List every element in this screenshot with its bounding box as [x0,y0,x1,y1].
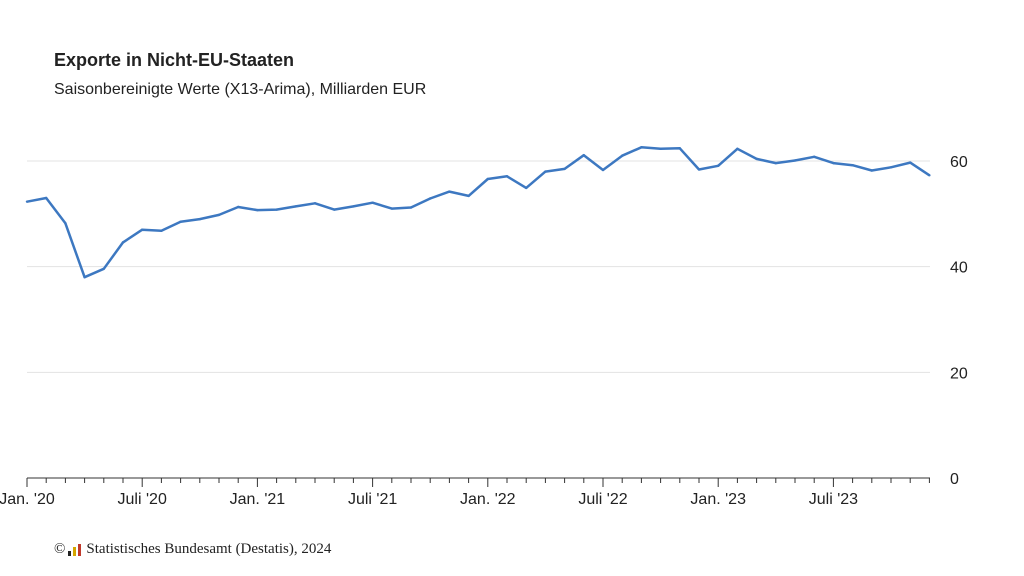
data-point [889,166,893,169]
copyright-symbol: © [54,541,66,557]
data-point [659,147,662,151]
y-axis-ticks: 0 20 40 60 [950,154,968,488]
y-tick-label: 40 [950,260,968,277]
series-line [26,146,931,279]
chart-title: Exporte in Nicht-EU-Staaten [54,50,295,70]
data-point [832,161,835,165]
y-tick-label: 20 [950,365,968,382]
grid-lines [27,160,930,373]
y-tick-label: 0 [950,471,959,488]
data-point [237,205,240,209]
x-tick-label: Juli '22 [578,491,627,508]
data-point [928,174,931,177]
data-point [736,147,739,151]
data-point [544,170,547,173]
data-point [851,164,854,167]
data-point [352,205,355,208]
data-point [525,186,528,190]
data-point [256,208,259,212]
data-point [313,202,317,205]
data-point [371,201,374,204]
data-point [409,206,413,209]
x-tick-label: Jan. '22 [460,491,516,508]
data-point [333,208,336,211]
data-point [275,208,278,211]
data-point [640,146,643,149]
data-point [294,205,297,208]
data-point [755,157,758,161]
data-point [467,194,470,198]
data-point [448,190,451,193]
x-tick-label: Jan. '20 [0,491,55,508]
x-tick-label: Jan. '23 [690,491,746,508]
data-point [793,159,797,162]
data-point [217,213,221,217]
data-point [429,197,432,200]
data-point [64,222,67,225]
data-point [102,267,106,270]
data-point [697,168,701,171]
data-point [678,147,681,150]
data-point [141,228,144,231]
data-point [717,164,720,167]
y-tick-label: 60 [950,154,968,171]
series-group [25,146,931,279]
destatis-logo-icon [68,543,82,556]
chart-subtitle: Saisonbereinigte Werte (X13-Arima), Mill… [54,81,427,98]
data-point [198,217,201,221]
data-point [601,168,605,172]
x-tick-label: Juli '21 [348,491,397,508]
source-note: © Statistisches Bundesamt (Destatis), 20… [54,541,331,558]
x-tick-label: Juli '23 [809,491,858,508]
data-point [486,177,489,181]
data-point [870,169,873,172]
data-point [45,196,48,200]
data-point [83,276,86,279]
x-axis: Jan. '20 Juli '20 Jan. '21 Juli '21 Jan. '22… [0,477,930,508]
data-point [774,161,777,165]
data-point [813,155,816,158]
data-point [25,200,29,203]
data-point [582,153,585,157]
data-point [563,167,566,171]
data-point [621,154,624,157]
data-point [909,161,912,164]
data-point [390,207,393,210]
data-point [160,229,163,232]
x-tick-label: Jan. '21 [230,491,286,508]
x-tick-label: Juli '20 [118,491,167,508]
data-point [121,241,125,244]
source-text: Statistisches Bundesamt (Destatis), 2024 [86,541,332,557]
data-point [179,220,182,223]
data-point [505,175,509,178]
